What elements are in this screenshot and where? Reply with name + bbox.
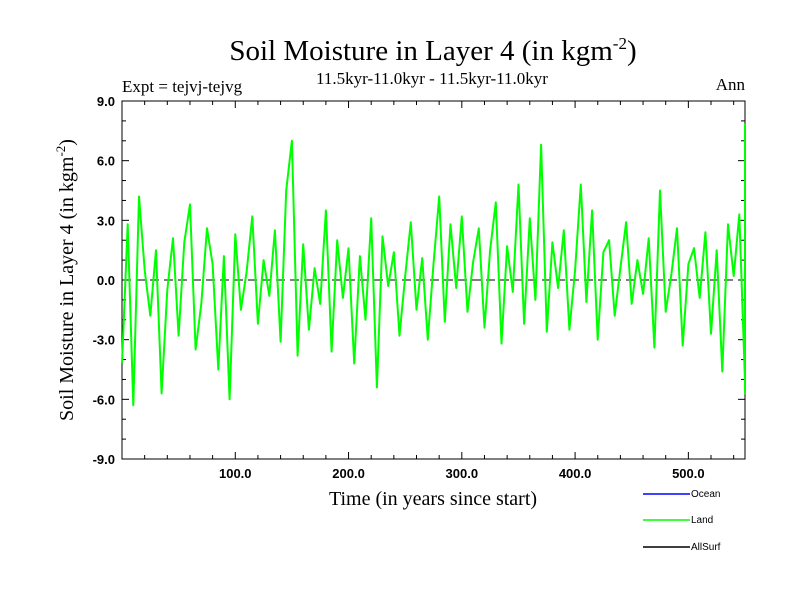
y-tick-label: 3.0	[97, 213, 115, 228]
x-tick-label: 100.0	[219, 466, 252, 481]
y-axis-label: Soil Moisture in Layer 4 (in kgm-2)	[53, 139, 78, 421]
x-tick-labels: 100.0 200.0 300.0 400.0 500.0	[219, 466, 705, 481]
x-axis-label: Time (in years since start)	[329, 488, 537, 510]
legend-allsurf-label: AllSurf	[691, 542, 721, 553]
legend-land-label: Land	[691, 515, 713, 526]
y-tick-label: -9.0	[93, 452, 115, 467]
legend: Ocean Land AllSurf	[643, 489, 721, 553]
y-tick-label: -3.0	[93, 333, 115, 348]
period-label: 11.5kyr-11.0kyr - 11.5kyr-11.0kyr	[316, 69, 548, 88]
legend-ocean-label: Ocean	[691, 489, 720, 500]
x-tick-label: 400.0	[559, 466, 592, 481]
y-tick-labels: -9.0 -6.0 -3.0 0.0 3.0 6.0 9.0	[93, 94, 115, 467]
y-tick-label: 9.0	[97, 94, 115, 109]
y-tick-label: -6.0	[93, 392, 115, 407]
chart-title: Soil Moisture in Layer 4 (in kgm-2)	[229, 34, 636, 67]
y-tick-label: 6.0	[97, 154, 115, 169]
land-series-line	[121, 123, 746, 407]
y-tick-label: 0.0	[97, 273, 115, 288]
x-tick-label: 500.0	[672, 466, 705, 481]
season-label: Ann	[716, 75, 746, 94]
axis-ticks	[122, 100, 745, 460]
x-tick-label: 200.0	[332, 466, 365, 481]
x-tick-label: 300.0	[446, 466, 479, 481]
experiment-label: Expt = tejvj-tejvg	[122, 77, 243, 96]
